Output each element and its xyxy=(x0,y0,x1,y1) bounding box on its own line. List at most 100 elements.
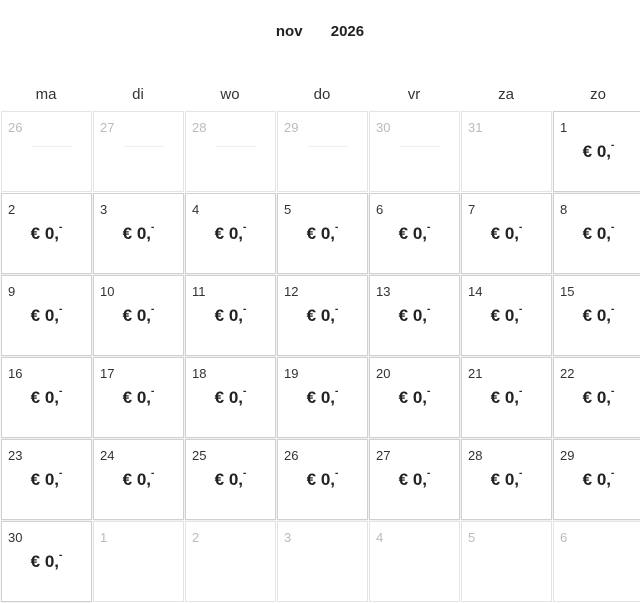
day-price: € 0,- xyxy=(462,222,551,244)
price-amount: € 0, xyxy=(398,306,427,325)
day-number: 4 xyxy=(192,202,200,217)
day-price: € 0,- xyxy=(370,304,459,326)
price-suffix: - xyxy=(243,468,247,479)
calendar-grid: 26 27 28 29 30 31 1 € 0,- 2 € 0,- 3 € 0,- 4 € 0,- 5 € 0… xyxy=(1,111,640,603)
calendar-day-cell: 31 xyxy=(461,111,552,192)
day-number: 13 xyxy=(376,284,391,299)
calendar-day-cell[interactable]: 10 € 0,- xyxy=(93,275,184,356)
calendar-day-cell: 3 xyxy=(277,521,368,602)
calendar-day-cell: 6 xyxy=(553,521,640,602)
day-number: 30 xyxy=(376,120,391,135)
price-placeholder xyxy=(400,146,440,147)
calendar-day-cell[interactable]: 2 € 0,- xyxy=(1,193,92,274)
calendar-day-cell[interactable]: 29 € 0,- xyxy=(553,439,640,520)
day-price: € 0,- xyxy=(462,386,551,408)
day-number: 1 xyxy=(100,530,108,545)
calendar-day-cell[interactable]: 27 € 0,- xyxy=(369,439,460,520)
price-amount: € 0, xyxy=(122,306,151,325)
price-suffix: - xyxy=(59,304,63,315)
calendar-day-cell: 26 xyxy=(1,111,92,192)
calendar-day-cell[interactable]: 30 € 0,- xyxy=(1,521,92,602)
price-amount: € 0, xyxy=(306,306,335,325)
calendar-day-cell[interactable]: 7 € 0,- xyxy=(461,193,552,274)
price-amount: € 0, xyxy=(30,388,59,407)
day-price: € 0,- xyxy=(462,468,551,490)
day-number: 19 xyxy=(284,366,299,381)
day-number: 26 xyxy=(8,120,23,135)
day-price: € 0,- xyxy=(370,386,459,408)
price-suffix: - xyxy=(335,222,339,233)
calendar-day-cell[interactable]: 4 € 0,- xyxy=(185,193,276,274)
calendar-day-cell[interactable]: 17 € 0,- xyxy=(93,357,184,438)
calendar-day-cell[interactable]: 25 € 0,- xyxy=(185,439,276,520)
day-price: € 0,- xyxy=(278,222,367,244)
day-price: € 0,- xyxy=(94,304,183,326)
price-amount: € 0, xyxy=(582,470,611,489)
calendar-day-cell[interactable]: 11 € 0,- xyxy=(185,275,276,356)
calendar-day-cell[interactable]: 15 € 0,- xyxy=(553,275,640,356)
calendar-day-cell[interactable]: 19 € 0,- xyxy=(277,357,368,438)
price-placeholder xyxy=(308,146,348,147)
price-amount: € 0, xyxy=(306,224,335,243)
weekday-label: za xyxy=(498,86,514,103)
calendar-day-cell[interactable]: 9 € 0,- xyxy=(1,275,92,356)
calendar-day-cell: 27 xyxy=(93,111,184,192)
day-number: 31 xyxy=(468,120,483,135)
day-number: 30 xyxy=(8,530,23,545)
calendar-day-cell[interactable]: 18 € 0,- xyxy=(185,357,276,438)
day-number: 22 xyxy=(560,366,575,381)
calendar-day-cell[interactable]: 23 € 0,- xyxy=(1,439,92,520)
day-price: € 0,- xyxy=(186,304,275,326)
day-number: 17 xyxy=(100,366,115,381)
price-amount: € 0, xyxy=(122,224,151,243)
price-suffix: - xyxy=(59,386,63,397)
calendar-day-cell[interactable]: 5 € 0,- xyxy=(277,193,368,274)
weekday-label: ma xyxy=(35,86,57,103)
day-number: 11 xyxy=(192,284,206,299)
calendar-day-cell[interactable]: 6 € 0,- xyxy=(369,193,460,274)
day-number: 20 xyxy=(376,366,391,381)
weekday-label: do xyxy=(313,86,331,103)
day-number: 4 xyxy=(376,530,384,545)
price-suffix: - xyxy=(519,222,523,233)
calendar-day-cell[interactable]: 22 € 0,- xyxy=(553,357,640,438)
calendar-day-cell: 30 xyxy=(369,111,460,192)
calendar-day-cell[interactable]: 3 € 0,- xyxy=(93,193,184,274)
calendar-day-cell[interactable]: 8 € 0,- xyxy=(553,193,640,274)
day-number: 29 xyxy=(560,448,575,463)
calendar-day-cell[interactable]: 12 € 0,- xyxy=(277,275,368,356)
day-number: 9 xyxy=(8,284,16,299)
calendar-day-cell[interactable]: 24 € 0,- xyxy=(93,439,184,520)
calendar-day-cell[interactable]: 28 € 0,- xyxy=(461,439,552,520)
price-suffix: - xyxy=(59,550,63,561)
day-number: 25 xyxy=(192,448,207,463)
price-suffix: - xyxy=(151,468,155,479)
calendar-day-cell[interactable]: 1 € 0,- xyxy=(553,111,640,192)
calendar-day-cell[interactable]: 26 € 0,- xyxy=(277,439,368,520)
calendar-day-cell[interactable]: 14 € 0,- xyxy=(461,275,552,356)
calendar-day-cell[interactable]: 21 € 0,- xyxy=(461,357,552,438)
day-price: € 0,- xyxy=(186,386,275,408)
day-price: € 0,- xyxy=(370,468,459,490)
calendar-day-cell[interactable]: 16 € 0,- xyxy=(1,357,92,438)
calendar-day-cell[interactable]: 13 € 0,- xyxy=(369,275,460,356)
price-suffix: - xyxy=(611,468,615,479)
day-number: 10 xyxy=(100,284,115,299)
calendar-day-cell[interactable]: 20 € 0,- xyxy=(369,357,460,438)
day-number: 18 xyxy=(192,366,207,381)
price-suffix: - xyxy=(427,222,431,233)
calendar-day-cell: 28 xyxy=(185,111,276,192)
day-number: 21 xyxy=(468,366,483,381)
price-suffix: - xyxy=(243,386,247,397)
price-amount: € 0, xyxy=(30,224,59,243)
day-price: € 0,- xyxy=(370,222,459,244)
day-number: 26 xyxy=(284,448,299,463)
price-suffix: - xyxy=(519,468,523,479)
calendar-day-cell: 4 xyxy=(369,521,460,602)
day-number: 28 xyxy=(468,448,483,463)
price-amount: € 0, xyxy=(214,306,243,325)
price-amount: € 0, xyxy=(214,388,243,407)
price-amount: € 0, xyxy=(398,388,427,407)
weekday-label: di xyxy=(132,86,144,103)
day-number: 3 xyxy=(100,202,108,217)
